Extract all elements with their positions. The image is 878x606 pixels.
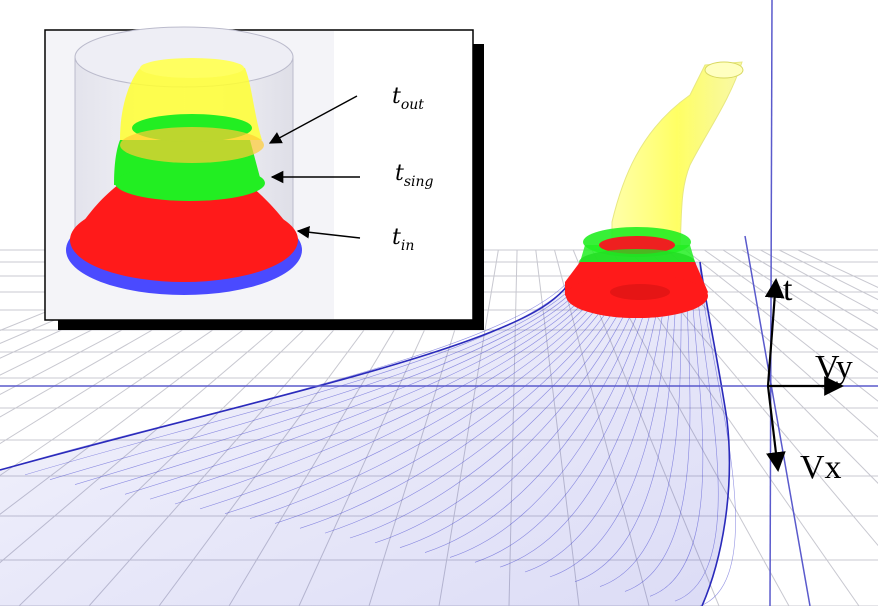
t-out-label: tout — [392, 84, 424, 113]
vy-axis-label: Vy — [815, 349, 853, 386]
axis-arrows — [764, 278, 844, 472]
t-axis-arrow — [764, 278, 785, 387]
t-axis-label: t — [783, 271, 793, 308]
t-out-arrow — [268, 95, 358, 144]
vx-axis-arrow — [766, 385, 786, 472]
inset-panel: tout tsing tin — [44, 26, 484, 330]
t-sing-label: tsing — [395, 161, 434, 190]
t-in-label: tin — [392, 225, 414, 254]
t-in-arrow — [296, 226, 361, 239]
vx-axis-label: Vx — [800, 449, 842, 486]
tube-main — [565, 61, 744, 318]
